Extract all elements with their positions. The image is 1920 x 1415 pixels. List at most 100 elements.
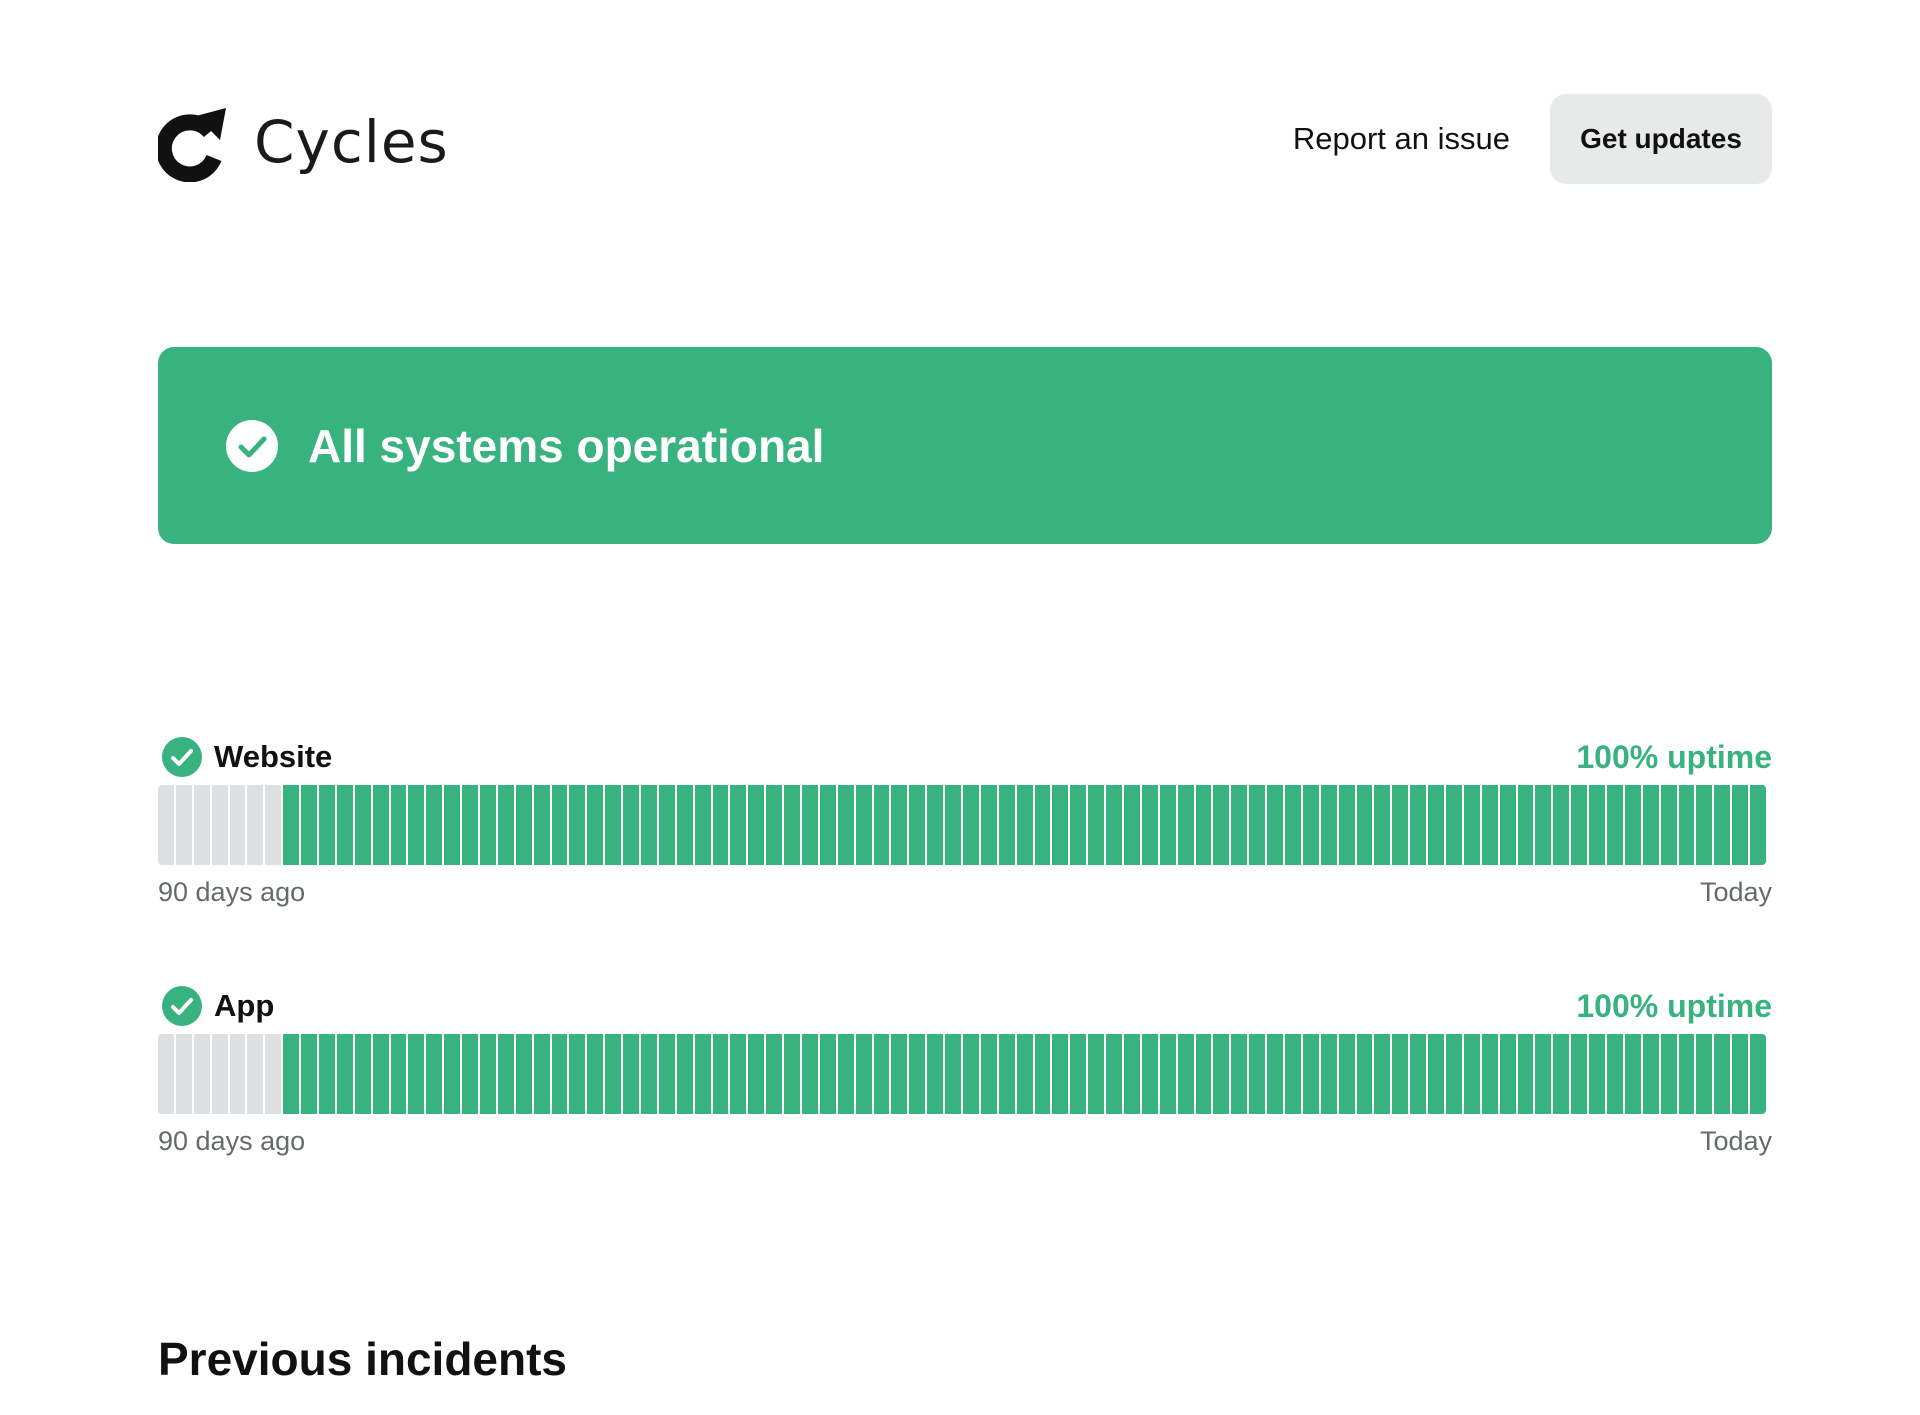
- uptime-day-bar-operational[interactable]: [1696, 1034, 1713, 1114]
- uptime-day-bar-operational[interactable]: [891, 785, 908, 865]
- uptime-day-bar-operational[interactable]: [1481, 1034, 1498, 1114]
- uptime-day-bar-operational[interactable]: [301, 1034, 317, 1114]
- uptime-day-bar-operational[interactable]: [945, 785, 961, 865]
- uptime-day-bar-operational[interactable]: [623, 785, 639, 865]
- uptime-day-bar-operational[interactable]: [1463, 1034, 1480, 1114]
- uptime-day-bar-operational[interactable]: [1517, 785, 1534, 865]
- uptime-day-bar-operational[interactable]: [301, 785, 317, 865]
- uptime-day-bar-operational[interactable]: [1714, 785, 1731, 865]
- report-issue-link[interactable]: Report an issue: [1292, 121, 1510, 156]
- uptime-day-bar-operational[interactable]: [605, 785, 622, 865]
- uptime-day-bar-operational[interactable]: [748, 785, 765, 865]
- uptime-day-bar-operational[interactable]: [1499, 785, 1516, 865]
- uptime-day-bar-operational[interactable]: [551, 1034, 568, 1114]
- uptime-day-bar-operational[interactable]: [1535, 785, 1552, 865]
- uptime-day-bar-operational[interactable]: [1267, 1034, 1283, 1114]
- uptime-day-bar-operational[interactable]: [1124, 785, 1140, 865]
- uptime-day-bar-operational[interactable]: [1624, 1034, 1641, 1114]
- uptime-day-bar-operational[interactable]: [319, 785, 335, 865]
- uptime-day-bar-operational[interactable]: [444, 785, 461, 865]
- uptime-day-bar-operational[interactable]: [1052, 1034, 1069, 1114]
- uptime-day-bar-operational[interactable]: [1696, 785, 1713, 865]
- uptime-day-bar-operational[interactable]: [891, 1034, 908, 1114]
- uptime-day-bar-operational[interactable]: [676, 785, 693, 865]
- uptime-day-bar-operational[interactable]: [1356, 785, 1373, 865]
- uptime-day-bar-operational[interactable]: [1052, 785, 1069, 865]
- uptime-day-bar-operational[interactable]: [658, 1034, 675, 1114]
- uptime-day-bar-operational[interactable]: [1607, 785, 1623, 865]
- uptime-day-bar-no-data[interactable]: [247, 1034, 264, 1114]
- uptime-day-bar-operational[interactable]: [1088, 785, 1105, 865]
- uptime-day-bar-operational[interactable]: [963, 1034, 979, 1114]
- uptime-day-bar-operational[interactable]: [694, 785, 711, 865]
- uptime-day-bar-operational[interactable]: [676, 1034, 693, 1114]
- uptime-day-bar-no-data[interactable]: [211, 785, 228, 865]
- uptime-day-bar-operational[interactable]: [945, 1034, 961, 1114]
- uptime-day-bar-no-data[interactable]: [265, 785, 282, 865]
- uptime-day-bar-no-data[interactable]: [193, 785, 210, 865]
- uptime-day-bar-operational[interactable]: [1231, 1034, 1248, 1114]
- uptime-day-bar-operational[interactable]: [1714, 1034, 1731, 1114]
- uptime-day-bar-operational[interactable]: [1213, 1034, 1230, 1114]
- uptime-day-bar-operational[interactable]: [1553, 1034, 1570, 1114]
- uptime-day-bar-operational[interactable]: [1356, 1034, 1373, 1114]
- uptime-day-bar-operational[interactable]: [1195, 1034, 1212, 1114]
- uptime-day-bar-operational[interactable]: [1374, 1034, 1391, 1114]
- uptime-day-bar-operational[interactable]: [998, 785, 1015, 865]
- uptime-day-bar-operational[interactable]: [909, 785, 926, 865]
- uptime-day-bar-operational[interactable]: [1141, 785, 1158, 865]
- uptime-day-bar-operational[interactable]: [873, 785, 890, 865]
- uptime-day-bar-operational[interactable]: [569, 1034, 586, 1114]
- uptime-day-bar-operational[interactable]: [873, 1034, 890, 1114]
- uptime-day-bar-operational[interactable]: [1285, 785, 1301, 865]
- uptime-day-bar-operational[interactable]: [372, 785, 389, 865]
- uptime-day-bar-operational[interactable]: [533, 785, 550, 865]
- uptime-day-bar-operational[interactable]: [372, 1034, 389, 1114]
- uptime-day-bar-operational[interactable]: [1302, 1034, 1319, 1114]
- uptime-day-bar-operational[interactable]: [1106, 1034, 1122, 1114]
- uptime-day-bar-operational[interactable]: [1034, 785, 1051, 865]
- uptime-day-bar-operational[interactable]: [819, 785, 836, 865]
- uptime-day-bar-operational[interactable]: [980, 785, 997, 865]
- uptime-day-bar-operational[interactable]: [408, 785, 425, 865]
- uptime-day-bar-no-data[interactable]: [193, 1034, 210, 1114]
- uptime-day-bar-operational[interactable]: [444, 1034, 461, 1114]
- uptime-day-bar-operational[interactable]: [730, 1034, 747, 1114]
- uptime-day-bar-operational[interactable]: [909, 1034, 926, 1114]
- uptime-day-bar-operational[interactable]: [283, 1034, 300, 1114]
- uptime-day-bar-operational[interactable]: [497, 1034, 514, 1114]
- uptime-day-bar-operational[interactable]: [1446, 785, 1462, 865]
- uptime-day-bar-operational[interactable]: [802, 1034, 818, 1114]
- uptime-day-bar-operational[interactable]: [480, 785, 496, 865]
- uptime-day-bar-no-data[interactable]: [158, 1034, 174, 1114]
- uptime-day-bar-operational[interactable]: [1320, 785, 1337, 865]
- uptime-day-bar-operational[interactable]: [1285, 1034, 1301, 1114]
- uptime-day-bar-no-data[interactable]: [265, 1034, 282, 1114]
- uptime-day-bar-operational[interactable]: [927, 1034, 944, 1114]
- uptime-day-bar-operational[interactable]: [1177, 1034, 1194, 1114]
- uptime-day-bar-operational[interactable]: [1428, 1034, 1444, 1114]
- uptime-day-bar-operational[interactable]: [1016, 1034, 1033, 1114]
- uptime-day-bar-operational[interactable]: [533, 1034, 550, 1114]
- uptime-day-bar-operational[interactable]: [1249, 785, 1266, 865]
- uptime-day-bar-no-data[interactable]: [229, 785, 246, 865]
- uptime-day-bar-operational[interactable]: [1159, 785, 1176, 865]
- uptime-day-bar-operational[interactable]: [480, 1034, 496, 1114]
- uptime-day-bar-operational[interactable]: [605, 1034, 622, 1114]
- uptime-day-bar-operational[interactable]: [1446, 1034, 1462, 1114]
- uptime-day-bar-operational[interactable]: [641, 1034, 657, 1114]
- uptime-day-bar-operational[interactable]: [283, 785, 300, 865]
- uptime-day-bar-operational[interactable]: [1517, 1034, 1534, 1114]
- uptime-day-bar-operational[interactable]: [408, 1034, 425, 1114]
- uptime-day-bar-operational[interactable]: [1481, 785, 1498, 865]
- uptime-day-bar-operational[interactable]: [1410, 785, 1427, 865]
- uptime-day-bar-operational[interactable]: [766, 785, 783, 865]
- uptime-day-bar-operational[interactable]: [1320, 1034, 1337, 1114]
- uptime-day-bar-operational[interactable]: [390, 785, 407, 865]
- uptime-day-bar-operational[interactable]: [1088, 1034, 1105, 1114]
- uptime-day-bar-operational[interactable]: [855, 785, 872, 865]
- get-updates-button[interactable]: Get updates: [1550, 94, 1772, 184]
- uptime-day-bar-operational[interactable]: [963, 785, 979, 865]
- uptime-day-bar-operational[interactable]: [354, 1034, 371, 1114]
- uptime-day-bar-operational[interactable]: [390, 1034, 407, 1114]
